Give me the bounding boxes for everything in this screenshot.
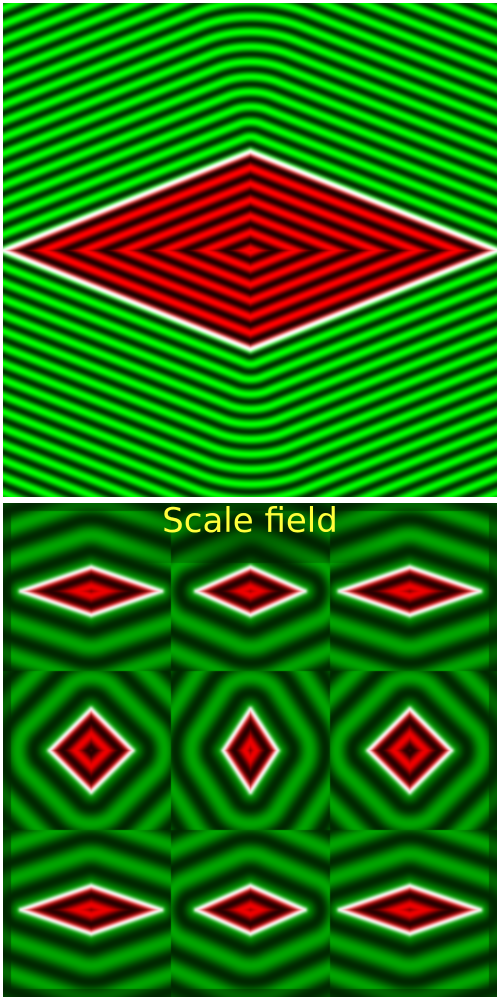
distance-field-canvas	[3, 3, 497, 497]
scale-field-panel: Scale field	[3, 503, 497, 997]
distance-field-panel	[3, 3, 497, 497]
scale-field-canvas	[3, 503, 497, 997]
